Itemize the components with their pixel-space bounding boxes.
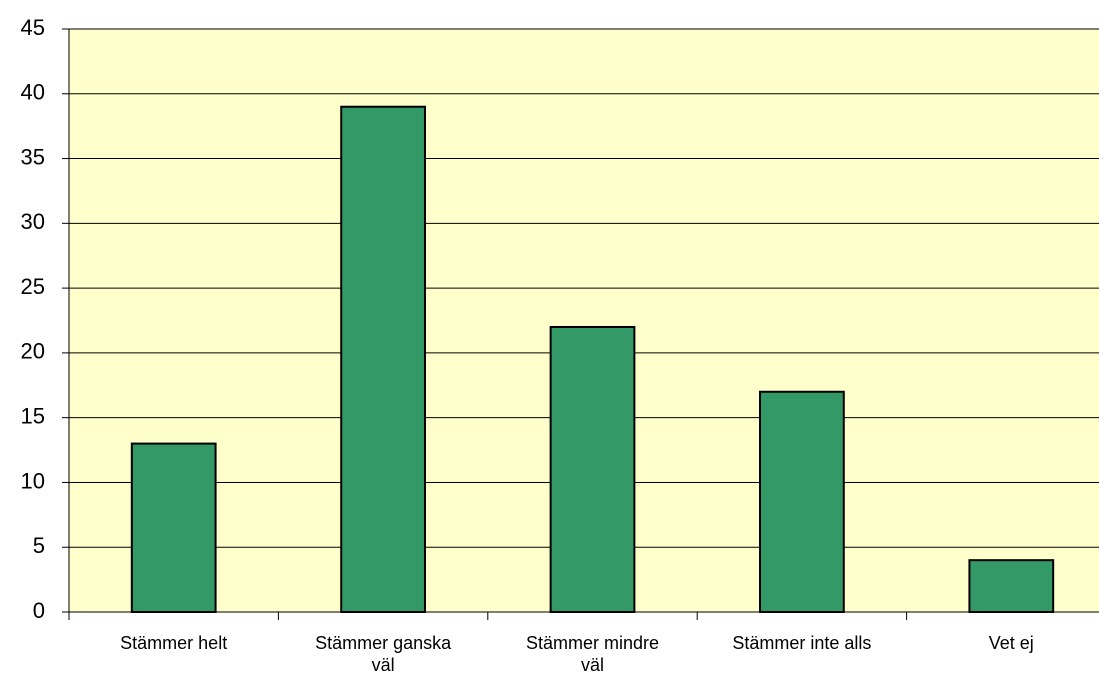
x-tick-label: Stämmer inte alls xyxy=(732,633,872,653)
bar xyxy=(130,442,217,614)
x-tick-label: Vet ej xyxy=(988,633,1034,653)
bar xyxy=(549,325,636,613)
y-tick-label: 25 xyxy=(21,274,45,299)
y-tick-label: 35 xyxy=(21,144,45,169)
bar xyxy=(340,105,426,613)
y-tick-label: 0 xyxy=(33,598,45,623)
bar xyxy=(968,559,1055,614)
x-tick-label: Stämmer ganska väl xyxy=(315,633,452,675)
y-tick-label: 40 xyxy=(21,80,45,105)
bar xyxy=(759,390,845,613)
y-tick-label: 5 xyxy=(33,533,45,558)
y-tick-label: 45 xyxy=(21,15,45,40)
y-tick-label: 20 xyxy=(21,339,45,364)
x-tick-label: Stämmer helt xyxy=(120,633,228,653)
y-tick-label: 30 xyxy=(21,209,45,234)
y-tick-label: 15 xyxy=(21,403,45,428)
y-tick-label: 10 xyxy=(21,468,45,493)
x-tick-label: Stämmer mindre väl xyxy=(525,633,660,675)
